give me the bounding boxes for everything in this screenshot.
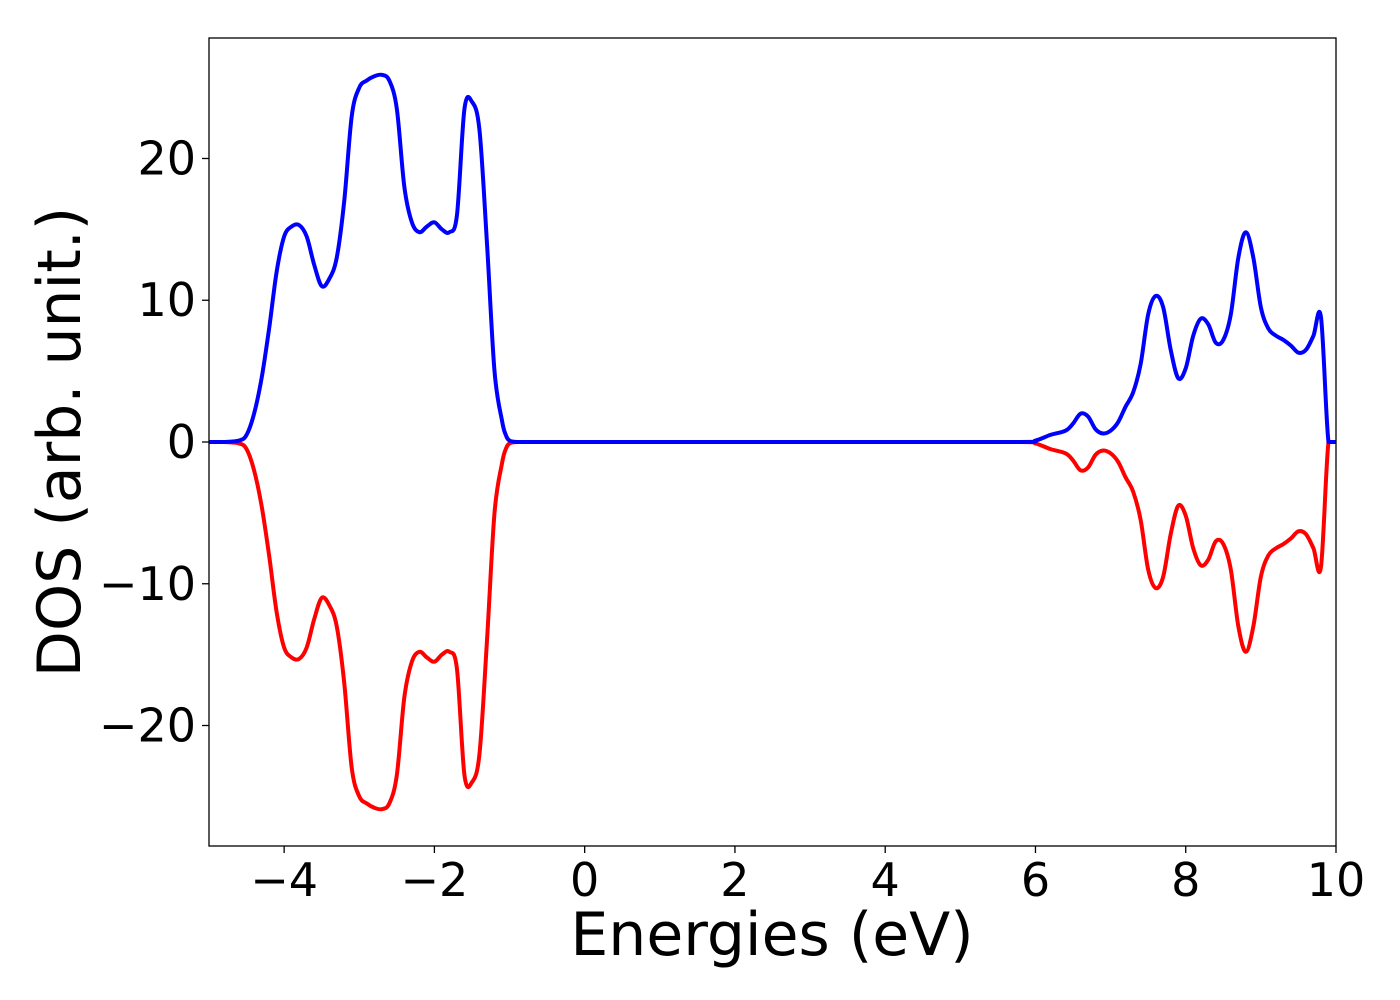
x-tick-label: 4 <box>871 853 900 907</box>
y-tick-label: 10 <box>137 273 196 327</box>
x-axis: −4 −2 0 2 4 6 8 10 <box>250 846 1365 907</box>
series-blue-line <box>209 72 1336 445</box>
y-tick-label: −20 <box>99 699 196 753</box>
x-tick-label: 2 <box>720 853 749 907</box>
y-tick-label: 20 <box>137 131 196 185</box>
x-tick-label: 0 <box>570 853 599 907</box>
x-tick-label: 10 <box>1307 853 1366 907</box>
y-axis: −20 −10 0 10 20 <box>99 131 209 753</box>
y-tick-label: 0 <box>167 415 196 469</box>
x-tick-label: 8 <box>1171 853 1200 907</box>
x-tick-label: −4 <box>250 853 318 907</box>
x-axis-title: Energies (eV) <box>570 900 973 970</box>
x-tick-label: 6 <box>1021 853 1050 907</box>
y-tick-label: −10 <box>99 557 196 611</box>
x-tick-label: −2 <box>400 853 468 907</box>
series-red-line <box>209 439 1336 812</box>
series-layer <box>209 72 1336 812</box>
y-axis-title: DOS (arb. unit.) <box>25 207 95 677</box>
